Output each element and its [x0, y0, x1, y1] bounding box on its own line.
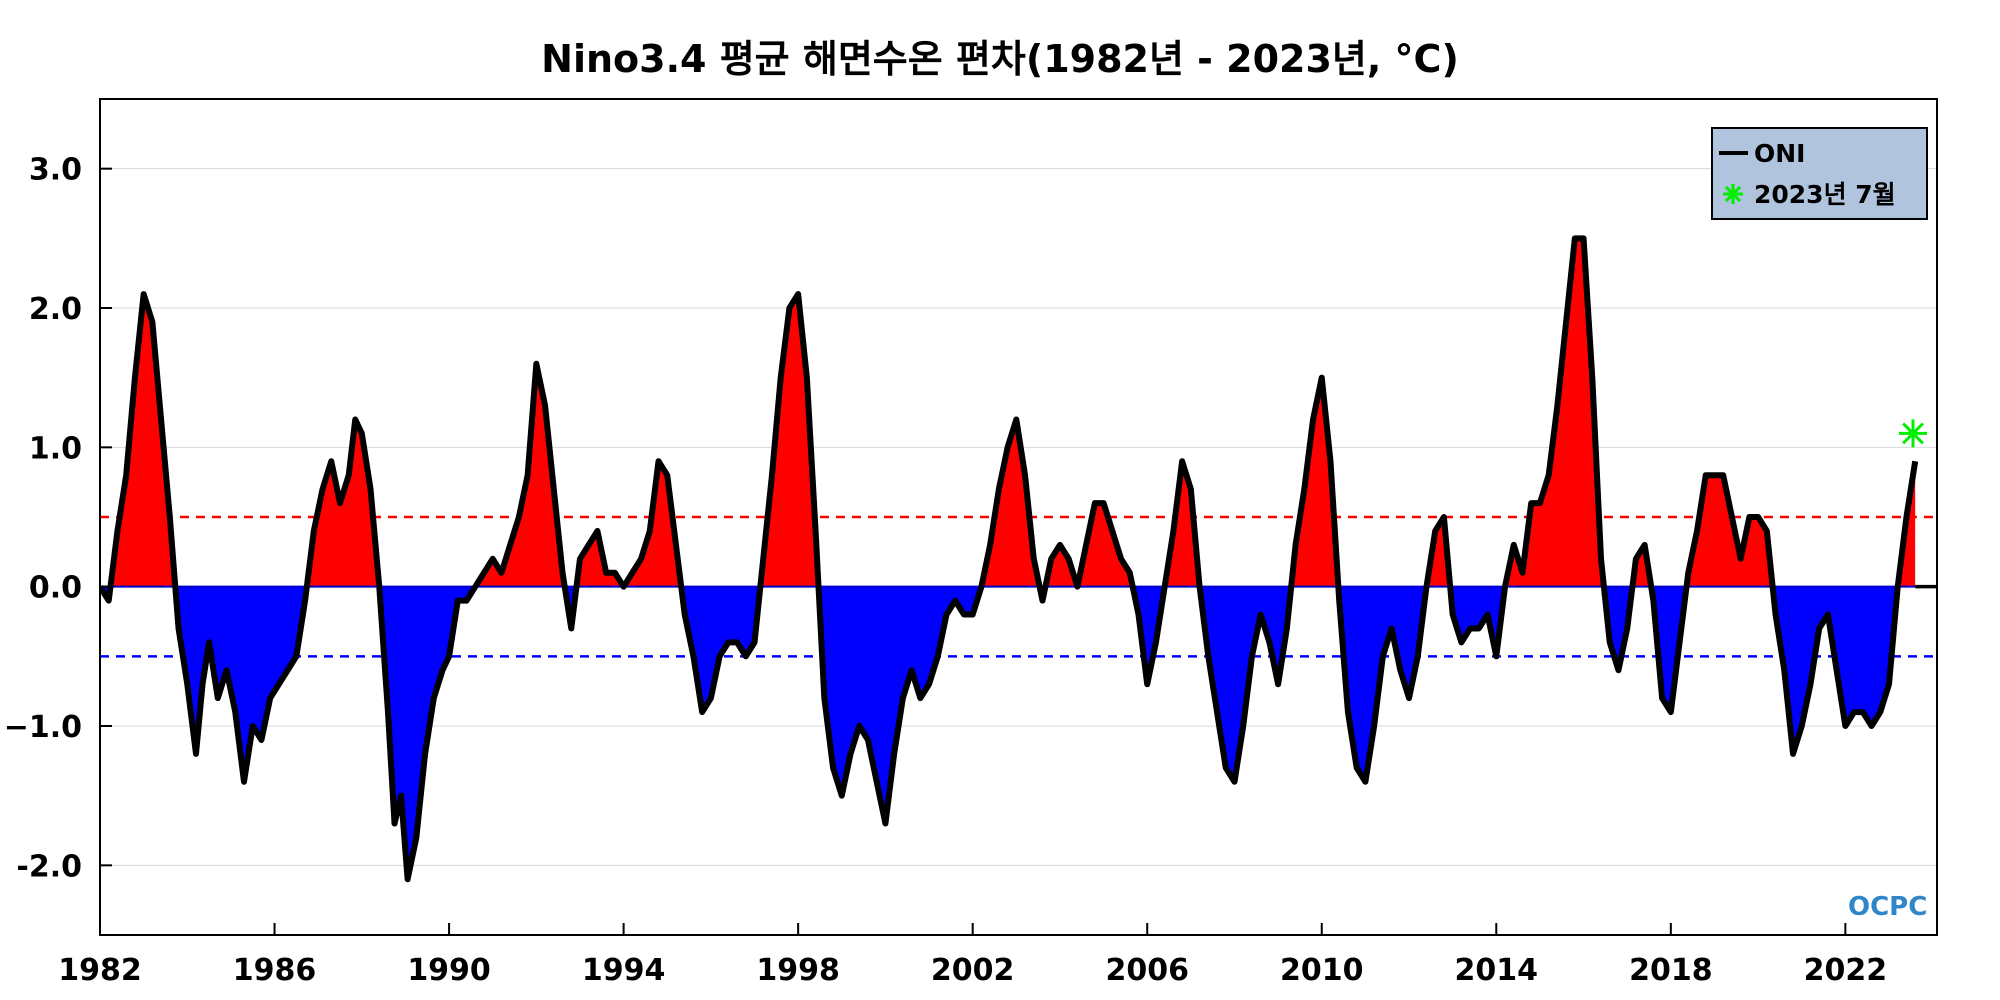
asterisk-stroke — [1902, 422, 1924, 445]
x-tick-label: 1994 — [582, 953, 666, 988]
x-tick-label: 2022 — [1804, 953, 1888, 988]
x-tick-label: 1990 — [407, 953, 491, 988]
y-tick-label: 1.0 — [29, 431, 82, 466]
x-tick-label: 1982 — [58, 953, 142, 988]
plot-frame — [99, 98, 1938, 936]
asterisk-stroke — [1724, 185, 1742, 203]
y-tick-label: -2.0 — [16, 849, 82, 884]
x-tick-label: 1986 — [233, 953, 317, 988]
y-tick-label: 2.0 — [29, 292, 82, 327]
current-month-marker — [1899, 419, 1928, 448]
x-tick-label: 2010 — [1280, 953, 1364, 988]
x-tick-label: 2002 — [931, 953, 1015, 988]
x-tick-label: 1998 — [756, 953, 840, 988]
ocpc-logo: OCPC — [1848, 892, 1927, 922]
axes: 3.0 2.0 1.0 0.0 −1.0 -2.0 1982 1986 1990 1994 1998… — [4, 153, 1887, 988]
x-tick-label: 2018 — [1629, 953, 1713, 988]
y-tick-label: 0.0 — [29, 571, 82, 606]
series-lines — [100, 235, 1928, 883]
legend-box — [1711, 127, 1928, 220]
anomaly-fill — [100, 238, 1916, 880]
y-tick-label: 3.0 — [29, 153, 82, 188]
positive-anomaly-fill — [110, 238, 1916, 587]
legend-oni-label: ONI — [1754, 139, 1805, 168]
x-tick-label: 2014 — [1455, 953, 1539, 988]
threshold-lines — [100, 515, 1937, 658]
legend-asterisk-glyph — [1723, 184, 1743, 204]
oni-line — [100, 235, 1919, 883]
legend-current-label: 2023년 7월 — [1754, 180, 1896, 209]
x-tick-label: 2006 — [1105, 953, 1189, 988]
chart-title: Nino3.4 평균 해면수온 편차(1982년 - 2023년, °C) — [541, 37, 1459, 81]
y-tick-label: −1.0 — [4, 710, 82, 745]
legend: ONI 2023년 7월 — [1711, 127, 1928, 220]
legend-asterisk-icon — [1723, 184, 1743, 204]
negative-anomaly-fill — [100, 586, 1916, 880]
